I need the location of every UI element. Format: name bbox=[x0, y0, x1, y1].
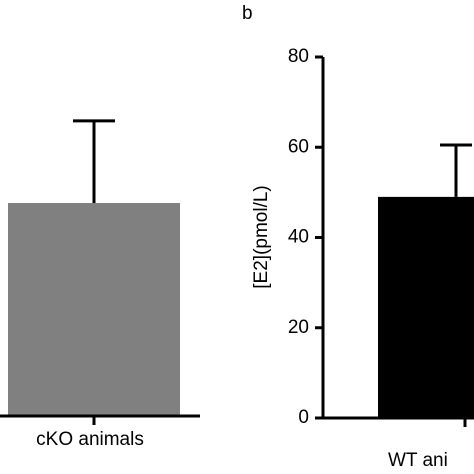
y-tick-label: 80 bbox=[288, 46, 309, 67]
panel-label: b bbox=[242, 3, 253, 24]
y-tick-label: 20 bbox=[288, 317, 309, 338]
y-tick-label: 40 bbox=[288, 227, 309, 248]
x-tick-label: WT ani bbox=[388, 450, 448, 471]
y-axis-label: [E2](pmol/L) bbox=[251, 185, 272, 288]
y-tick-label: 60 bbox=[288, 136, 309, 157]
bar bbox=[378, 196, 474, 418]
y-tick-label: 0 bbox=[298, 407, 309, 428]
x-tick-label: cKO animals bbox=[36, 429, 144, 450]
bar bbox=[8, 203, 180, 416]
